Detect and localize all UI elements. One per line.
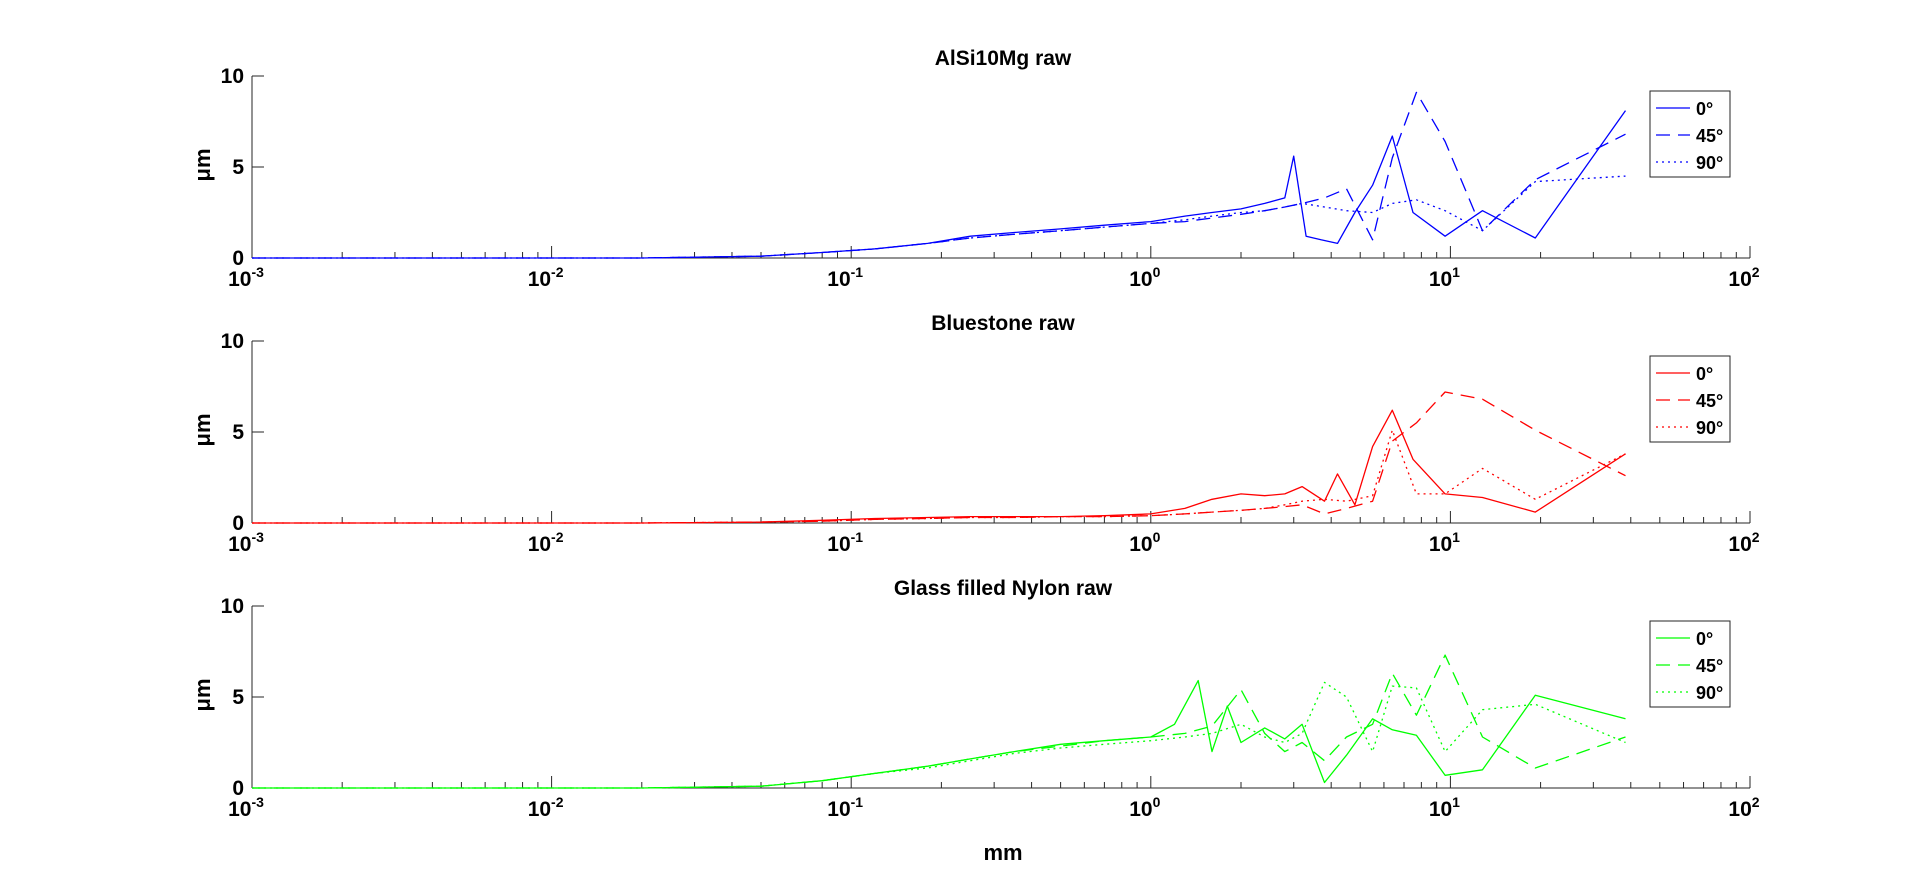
x-tick-label: 10-2 (528, 794, 564, 821)
panel-title: Bluestone raw (931, 312, 1075, 335)
y-tick-label: 5 (232, 686, 244, 709)
plot-lines (252, 391, 1626, 524)
x-tick-label: 101 (1429, 794, 1460, 821)
panel-title: Glass filled Nylon raw (894, 577, 1113, 600)
x-tick-label: 101 (1429, 264, 1460, 291)
axes: 0 5 10 10-3 10-2 10-1 100 101 102 (221, 65, 1760, 291)
y-axis-label: μm (190, 148, 215, 181)
axes: 0 5 10 10-3 10-2 10-1 100 101 102 (221, 330, 1760, 556)
panel-bluestone: Bluestone raw μm 0 5 10 10-3 10-2 10-1 100 101 1… (190, 312, 1760, 556)
x-tick-label: 100 (1129, 529, 1160, 556)
x-tick-label: 10-3 (228, 264, 264, 291)
legend-box (1649, 90, 1731, 178)
x-tick-label: 102 (1728, 264, 1759, 291)
series-line-2 (252, 681, 1626, 789)
legend-entry-label: 45° (1696, 656, 1723, 676)
x-tick-label: 10-2 (528, 529, 564, 556)
series-line-2 (252, 429, 1626, 524)
y-tick-label: 0 (232, 512, 244, 535)
x-tick-label: 10-3 (228, 529, 264, 556)
y-tick-label: 10 (221, 65, 244, 88)
x-tick-label: 100 (1129, 264, 1160, 291)
legend-entry-label: 45° (1696, 391, 1723, 411)
y-tick-label: 0 (232, 247, 244, 270)
legend-box (1649, 355, 1731, 443)
x-tick-label: 101 (1429, 529, 1460, 556)
x-tick-label: 102 (1728, 794, 1759, 821)
x-tick-label: 10-1 (827, 794, 863, 821)
legend: 0° 45° 90° (1649, 620, 1731, 708)
legend-entry-label: 0° (1696, 364, 1713, 384)
y-axis-label: μm (190, 413, 215, 446)
legend-entry-label: 90° (1696, 683, 1723, 703)
plot-lines (252, 91, 1627, 259)
y-axis-label: μm (190, 678, 215, 711)
legend-box (1649, 620, 1731, 708)
x-axis-label: mm (983, 840, 1022, 865)
y-tick-label: 0 (232, 777, 244, 800)
legend-entry-label: 0° (1696, 99, 1713, 119)
panel-alsi10mg: AlSi10Mg raw μm 0 5 10 10-3 10-2 10-1 100 101 10… (190, 47, 1760, 291)
x-tick-label: 10-1 (827, 264, 863, 291)
x-tick-label: 102 (1728, 529, 1759, 556)
x-tick-label: 10-1 (827, 529, 863, 556)
legend-entry-label: 90° (1696, 418, 1723, 438)
y-tick-label: 5 (232, 421, 244, 444)
legend: 0° 45° 90° (1649, 90, 1731, 178)
legend: 0° 45° 90° (1649, 355, 1731, 443)
series-line-0 (252, 409, 1626, 524)
y-tick-label: 10 (221, 595, 244, 618)
plot-lines (252, 654, 1626, 789)
series-line-1 (252, 91, 1626, 259)
series-line-2 (252, 175, 1626, 259)
x-tick-label: 100 (1129, 794, 1160, 821)
y-tick-label: 10 (221, 330, 244, 353)
series-line-1 (252, 391, 1626, 524)
y-tick-label: 5 (232, 156, 244, 179)
legend-entry-label: 90° (1696, 153, 1723, 173)
legend-entry-label: 0° (1696, 629, 1713, 649)
x-tick-label: 10-3 (228, 794, 264, 821)
x-tick-label: 10-2 (528, 264, 564, 291)
panel-title: AlSi10Mg raw (935, 47, 1072, 70)
legend-entry-label: 45° (1696, 126, 1723, 146)
panel-glass-filled-nylon: Glass filled Nylon raw μm mm 0 5 10 10-3 10-… (190, 577, 1760, 865)
